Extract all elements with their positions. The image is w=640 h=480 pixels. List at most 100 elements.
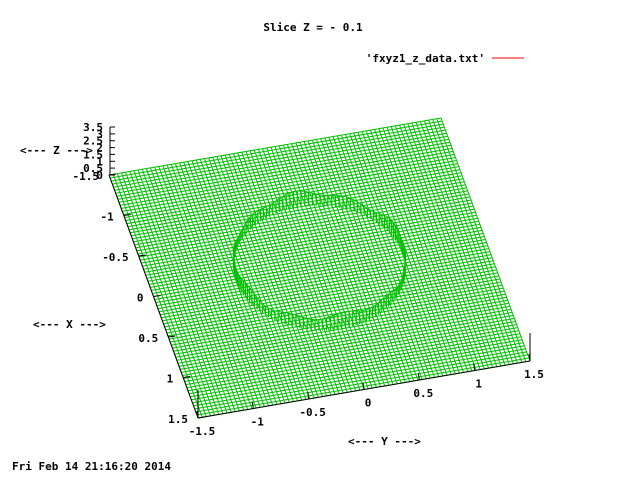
mesh-line — [295, 142, 386, 387]
ring-rim — [395, 225, 398, 230]
mesh-line — [186, 330, 519, 389]
ring-rim — [388, 291, 392, 295]
ring-rim — [384, 214, 388, 218]
mesh-line — [179, 308, 512, 367]
mesh-line — [191, 342, 524, 401]
y-tick-mark — [196, 410, 199, 419]
x-axis-label: <--- X ---> — [33, 318, 106, 331]
z-tick-label: 3.5 — [83, 121, 103, 134]
ring-rim — [233, 260, 236, 264]
ring-rim — [353, 199, 358, 203]
mesh-line — [278, 145, 369, 389]
mesh-line — [154, 242, 487, 300]
x-tick-label: 1.5 — [168, 413, 188, 426]
ring-rim — [363, 205, 368, 209]
mesh-line — [328, 137, 419, 381]
mesh-line — [192, 345, 525, 404]
mesh-line — [182, 318, 515, 376]
mesh-line — [183, 321, 516, 379]
ring-rim — [375, 302, 379, 306]
ring-rim — [235, 239, 238, 242]
mesh-line — [166, 275, 499, 334]
ring-rim — [307, 318, 312, 320]
mesh-line — [419, 121, 510, 365]
ring-rim — [247, 216, 251, 220]
mesh-line — [382, 127, 473, 372]
mesh-line — [165, 272, 498, 331]
mesh-line — [169, 281, 502, 340]
ring-rim — [402, 243, 405, 247]
x-tick-label: -1 — [101, 211, 115, 224]
ring-rim — [372, 304, 376, 308]
ring-rim — [274, 310, 279, 312]
mesh-line — [303, 141, 394, 385]
ring-rim — [398, 232, 401, 236]
mesh-line — [180, 311, 513, 370]
ring-rim — [381, 214, 385, 216]
y-tick-mark — [251, 401, 254, 409]
ring-rim — [341, 311, 346, 313]
x-tick-mark — [108, 173, 117, 176]
ring-rim — [320, 194, 325, 196]
ring-rim — [254, 293, 258, 298]
ring-wall — [233, 190, 406, 331]
ring-rim — [308, 191, 313, 194]
ring-rim — [312, 192, 317, 195]
y-tick-mark — [307, 391, 310, 400]
ring-rim — [322, 317, 327, 320]
ring-rim — [357, 201, 362, 205]
mesh-line — [361, 131, 452, 375]
ring-rim — [396, 228, 400, 233]
mesh-line — [403, 124, 494, 368]
ring-rim — [243, 280, 246, 283]
ring-rim — [334, 313, 339, 316]
ring-rim — [234, 263, 237, 268]
mesh-line — [374, 129, 465, 373]
ring-rim — [397, 283, 401, 287]
ring-rim — [260, 207, 264, 210]
mesh-line — [394, 125, 485, 369]
mesh-line — [196, 357, 529, 416]
mesh-line — [311, 139, 402, 384]
ring-rim — [390, 290, 394, 293]
ring-rim — [342, 195, 347, 198]
ring-rim — [262, 303, 266, 307]
ring-rim — [376, 212, 380, 215]
ring-rim — [250, 213, 254, 217]
ring-rim — [234, 241, 237, 244]
ring-rim — [236, 269, 239, 273]
mesh-line — [184, 324, 517, 382]
mesh-line — [185, 327, 518, 386]
ring-rim — [285, 312, 289, 314]
mesh-line — [157, 251, 490, 310]
ring-rim — [350, 197, 355, 201]
ring-rim — [383, 295, 387, 299]
mesh-line — [369, 129, 460, 374]
ring-rim — [370, 209, 374, 213]
ring-rim — [330, 314, 335, 317]
mesh-line — [163, 266, 496, 325]
ring-rim — [238, 274, 241, 278]
ring-rim — [269, 202, 273, 206]
ring-rim — [289, 191, 294, 194]
mesh-line — [189, 336, 522, 395]
mesh-line — [307, 140, 398, 384]
ring-rim — [400, 238, 403, 242]
ring-rim — [241, 225, 245, 230]
ring-rim — [263, 206, 267, 209]
ring-rim — [379, 213, 383, 215]
ring-rim — [318, 318, 323, 321]
mesh-line — [353, 132, 444, 377]
mesh-line — [386, 127, 477, 371]
y-tick-label: 1.5 — [524, 368, 544, 381]
mesh-line — [365, 130, 456, 374]
y-tick-label: 1 — [475, 378, 482, 391]
mesh-line — [173, 293, 506, 352]
mesh-line — [160, 257, 493, 316]
ring-rim — [233, 242, 236, 245]
z-tick-label: 3 — [96, 128, 103, 141]
ring-rim — [367, 207, 371, 211]
ring-rim — [282, 193, 287, 197]
y-tick-label: -1 — [251, 416, 265, 429]
ring-rim — [278, 311, 282, 313]
